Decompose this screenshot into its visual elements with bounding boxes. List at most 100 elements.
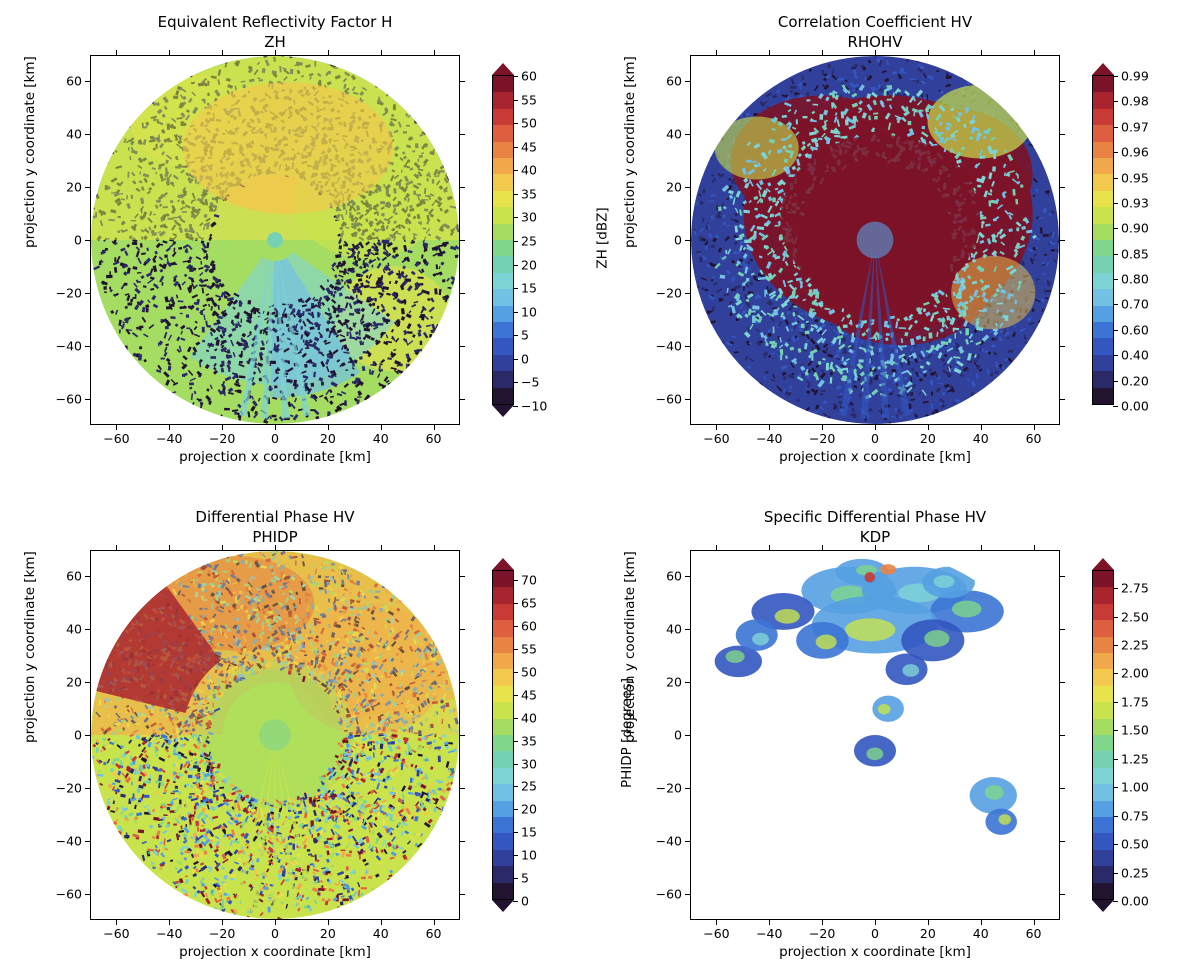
colorbar-tick-label: −10 — [513, 399, 547, 414]
xtick-label: 40 — [373, 431, 389, 446]
colorbar-extend-max — [1092, 63, 1114, 75]
colorbar-tick-label: 0.97 — [1113, 119, 1149, 134]
xtick-label: 20 — [320, 431, 336, 446]
colorbar-tick-label: 50 — [513, 116, 537, 131]
plot-area-phidp — [90, 550, 460, 920]
panel-subtitle: PHIDP — [90, 528, 460, 546]
colorbar-tick-label: 25 — [513, 779, 537, 794]
xtick-label: 0 — [871, 431, 879, 446]
colorbar-tick-label: 30 — [513, 210, 537, 225]
xlabel: projection x coordinate [km] — [90, 449, 460, 465]
colorbar-tick-label: 0.25 — [1113, 865, 1149, 880]
colorbar-tick-label: 2.00 — [1113, 666, 1149, 681]
colorbar-tick-label: 35 — [513, 733, 537, 748]
colorbar-tick-label: 40 — [513, 163, 537, 178]
ytick-label: −60 — [56, 886, 82, 901]
ytick-label: −20 — [56, 780, 82, 795]
ytick-label: 20 — [66, 675, 82, 690]
xtick-label: −40 — [756, 431, 782, 446]
xtick-label: −40 — [156, 926, 182, 941]
ytick-label: 20 — [666, 180, 682, 195]
colorbar-zh: −10−5051015202530354045505560 — [492, 75, 514, 405]
colorbar-tick-label: 45 — [513, 687, 537, 702]
ytick-label: −40 — [656, 338, 682, 353]
xtick-label: 40 — [973, 431, 989, 446]
ytick-label: −40 — [656, 833, 682, 848]
xtick-label: −20 — [209, 926, 235, 941]
xtick-label: 20 — [920, 431, 936, 446]
colorbar-extend-min — [1092, 900, 1114, 912]
colorbar-tick-label: 10 — [513, 848, 537, 863]
colorbar-tick-label: 0.96 — [1113, 145, 1149, 160]
ytick-label: 60 — [66, 569, 82, 584]
colorbar-tick-label: 15 — [513, 281, 537, 296]
ytick-label: −20 — [656, 780, 682, 795]
xtick-label: −60 — [103, 431, 129, 446]
plot-area-rhohv — [690, 55, 1060, 425]
xtick-label: 0 — [271, 431, 279, 446]
xtick-label: 20 — [920, 926, 936, 941]
ytick-label: 0 — [74, 728, 82, 743]
colorbar-tick-label: 1.75 — [1113, 694, 1149, 709]
ytick-label: 60 — [66, 74, 82, 89]
colorbar-tick-label: 50 — [513, 664, 537, 679]
colorbar-phidp: 0510152025303540455055606570 — [492, 570, 514, 900]
colorbar-tick-label: 35 — [513, 186, 537, 201]
panel-subtitle: KDP — [690, 528, 1060, 546]
ytick-label: −20 — [56, 285, 82, 300]
panel-title: Equivalent Reflectivity Factor H — [90, 13, 460, 31]
colorbar-tick-label: 0.50 — [1113, 837, 1149, 852]
colorbar-rhohv: 0.000.200.400.600.700.800.850.900.930.95… — [1092, 75, 1114, 405]
xtick-label: −40 — [156, 431, 182, 446]
xtick-label: 40 — [973, 926, 989, 941]
xlabel: projection x coordinate [km] — [690, 944, 1060, 960]
panel-title: Correlation Coefficient HV — [690, 13, 1060, 31]
plot-area-zh — [90, 55, 460, 425]
xlabel: projection x coordinate [km] — [90, 944, 460, 960]
colorbar-tick-label: 0.85 — [1113, 246, 1149, 261]
xtick-label: 60 — [426, 926, 442, 941]
ytick-label: −60 — [656, 886, 682, 901]
xtick-label: 60 — [1026, 431, 1042, 446]
colorbar-tick-label: 25 — [513, 234, 537, 249]
ylabel: projection y coordinate [km] — [622, 228, 638, 248]
ylabel: projection y coordinate [km] — [22, 228, 38, 248]
colorbar-tick-label: 5 — [513, 871, 529, 886]
colorbar-extend-min — [492, 405, 514, 417]
colorbar-tick-label: 40 — [513, 710, 537, 725]
colorbar-tick-label: 1.50 — [1113, 723, 1149, 738]
colorbar-tick-label: 0.80 — [1113, 272, 1149, 287]
ylabel: projection y coordinate [km] — [22, 723, 38, 743]
colorbar-tick-label: 30 — [513, 756, 537, 771]
ytick-label: −60 — [656, 391, 682, 406]
ylabel: projection y coordinate [km] — [622, 723, 638, 743]
colorbar-extend-max — [492, 558, 514, 570]
colorbar-tick-label: 15 — [513, 825, 537, 840]
panel-subtitle: ZH — [90, 33, 460, 51]
colorbar-label: ZH [dBZ] — [595, 207, 611, 268]
colorbar-tick-label: 60 — [513, 619, 537, 634]
ytick-label: −60 — [56, 391, 82, 406]
colorbar-tick-label: 55 — [513, 92, 537, 107]
colorbar-tick-label: 0 — [513, 894, 529, 909]
colorbar-tick-label: 45 — [513, 139, 537, 154]
colorbar-tick-label: 0 — [513, 351, 529, 366]
xtick-label: −60 — [703, 926, 729, 941]
ytick-label: −40 — [56, 338, 82, 353]
ytick-label: 0 — [74, 233, 82, 248]
colorbar-tick-label: −5 — [513, 375, 539, 390]
colorbar-tick-label: 65 — [513, 596, 537, 611]
colorbar-extend-min — [492, 900, 514, 912]
colorbar-tick-label: 10 — [513, 304, 537, 319]
colorbar-tick-label: 70 — [513, 573, 537, 588]
colorbar-tick-label: 0.95 — [1113, 170, 1149, 185]
xtick-label: 20 — [320, 926, 336, 941]
xlabel: projection x coordinate [km] — [690, 449, 1060, 465]
colorbar-tick-label: 55 — [513, 641, 537, 656]
xtick-label: −60 — [703, 431, 729, 446]
colorbar-tick-label: 0.99 — [1113, 69, 1149, 84]
ytick-label: 40 — [66, 127, 82, 142]
colorbar-tick-label: 0.98 — [1113, 94, 1149, 109]
colorbar-tick-label: 20 — [513, 802, 537, 817]
colorbar-tick-label: 0.40 — [1113, 348, 1149, 363]
